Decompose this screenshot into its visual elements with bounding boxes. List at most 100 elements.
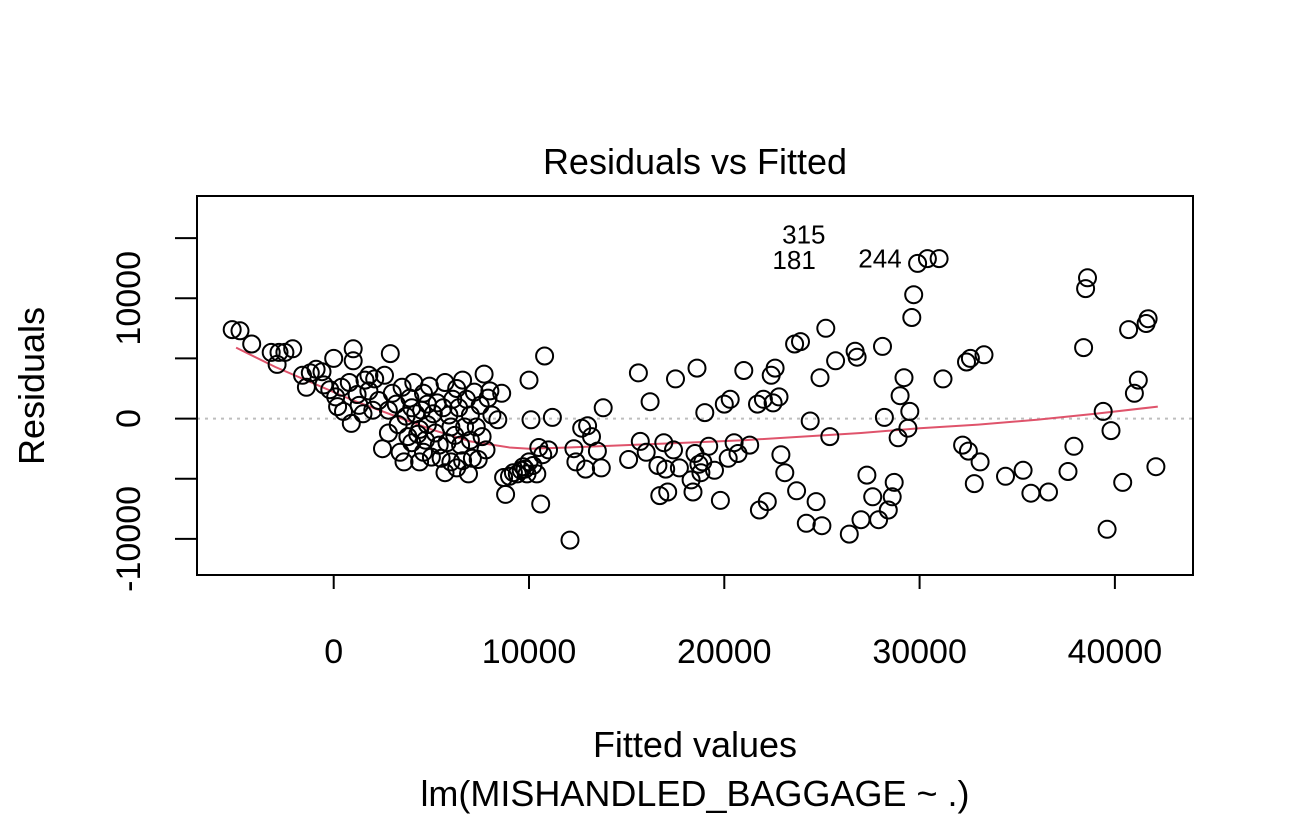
data-point bbox=[765, 358, 785, 378]
data-point bbox=[591, 458, 611, 478]
data-point bbox=[669, 458, 689, 478]
data-point bbox=[365, 369, 385, 389]
data-point bbox=[884, 472, 904, 492]
y-axis-label: Residuals bbox=[11, 307, 52, 465]
data-point bbox=[1039, 482, 1058, 502]
data-point bbox=[410, 452, 430, 472]
data-point bbox=[373, 439, 392, 459]
chart-title: Residuals vs Fitted bbox=[543, 141, 847, 182]
data-point bbox=[878, 500, 898, 520]
data-point bbox=[429, 435, 449, 455]
data-point bbox=[353, 404, 373, 424]
data-point bbox=[527, 464, 547, 484]
data-point bbox=[869, 510, 889, 530]
data-point bbox=[578, 416, 598, 436]
data-point bbox=[816, 318, 836, 338]
data-point bbox=[480, 381, 500, 401]
data-point bbox=[359, 381, 379, 401]
data-point bbox=[917, 249, 937, 269]
data-point bbox=[705, 460, 724, 480]
data-point bbox=[796, 513, 816, 533]
data-point bbox=[1074, 338, 1094, 358]
data-point bbox=[787, 481, 807, 501]
data-point bbox=[687, 358, 707, 378]
data-point bbox=[1101, 421, 1121, 441]
y-tick-label: -10000 bbox=[110, 486, 148, 592]
data-point bbox=[451, 435, 471, 455]
data-point bbox=[482, 405, 502, 425]
x-tick-label: 40000 bbox=[1068, 633, 1163, 671]
data-point bbox=[455, 417, 475, 437]
data-point bbox=[435, 463, 455, 483]
data-point bbox=[748, 394, 767, 414]
data-point bbox=[1138, 309, 1158, 329]
data-point bbox=[1013, 460, 1033, 480]
data-point bbox=[681, 470, 701, 490]
data-point bbox=[957, 352, 976, 372]
data-point bbox=[343, 351, 363, 371]
data-point bbox=[222, 320, 242, 340]
data-point bbox=[343, 339, 363, 359]
data-point bbox=[753, 389, 773, 409]
data-point bbox=[857, 465, 877, 485]
data-point bbox=[734, 361, 754, 380]
data-point bbox=[820, 427, 840, 447]
data-point bbox=[900, 401, 920, 421]
data-point bbox=[230, 321, 250, 341]
data-point bbox=[1021, 483, 1041, 503]
data-point bbox=[1097, 519, 1117, 539]
data-point bbox=[523, 456, 543, 475]
data-point bbox=[800, 411, 820, 431]
data-point bbox=[416, 430, 435, 450]
data-point bbox=[1076, 279, 1096, 299]
y-tick-label: 0 bbox=[110, 409, 148, 428]
data-point bbox=[492, 383, 512, 403]
point-label: 181 bbox=[772, 245, 815, 275]
data-point bbox=[521, 410, 541, 430]
data-point bbox=[535, 346, 555, 366]
data-point bbox=[863, 487, 883, 507]
data-point bbox=[359, 365, 379, 385]
data-point bbox=[1113, 472, 1133, 492]
data-point bbox=[763, 393, 783, 413]
data-point bbox=[341, 413, 361, 433]
data-point bbox=[656, 459, 676, 479]
data-point bbox=[539, 440, 558, 460]
data-point bbox=[1119, 320, 1139, 340]
data-point bbox=[363, 400, 383, 420]
data-point bbox=[1146, 457, 1166, 477]
data-point bbox=[933, 369, 953, 389]
data-point bbox=[851, 510, 871, 530]
data-point bbox=[472, 427, 492, 447]
data-point bbox=[791, 332, 810, 352]
data-point bbox=[1093, 401, 1113, 421]
data-point bbox=[683, 482, 703, 502]
data-point bbox=[375, 365, 394, 385]
data-point bbox=[496, 484, 516, 504]
data-point bbox=[658, 482, 678, 502]
data-point bbox=[960, 348, 980, 368]
data-point bbox=[283, 339, 303, 359]
data-point bbox=[839, 524, 859, 544]
data-point bbox=[466, 417, 486, 437]
data-point bbox=[347, 385, 367, 404]
data-point bbox=[1078, 268, 1097, 288]
data-point bbox=[654, 433, 674, 453]
data-point bbox=[312, 362, 332, 382]
x-tick-label: 0 bbox=[324, 633, 343, 671]
data-point bbox=[666, 369, 685, 389]
data-point bbox=[453, 370, 473, 390]
model-formula-label: lm(MISHANDLED_BAGGAGE ~ .) bbox=[420, 773, 969, 814]
data-point bbox=[929, 249, 949, 269]
data-point bbox=[640, 392, 660, 412]
data-point bbox=[328, 397, 348, 417]
data-point bbox=[996, 466, 1015, 486]
data-point bbox=[691, 463, 711, 483]
data-point bbox=[488, 410, 508, 430]
data-point bbox=[970, 452, 990, 472]
data-point bbox=[710, 490, 730, 510]
data-point bbox=[441, 452, 461, 472]
y-tick-label: 10000 bbox=[110, 251, 148, 346]
